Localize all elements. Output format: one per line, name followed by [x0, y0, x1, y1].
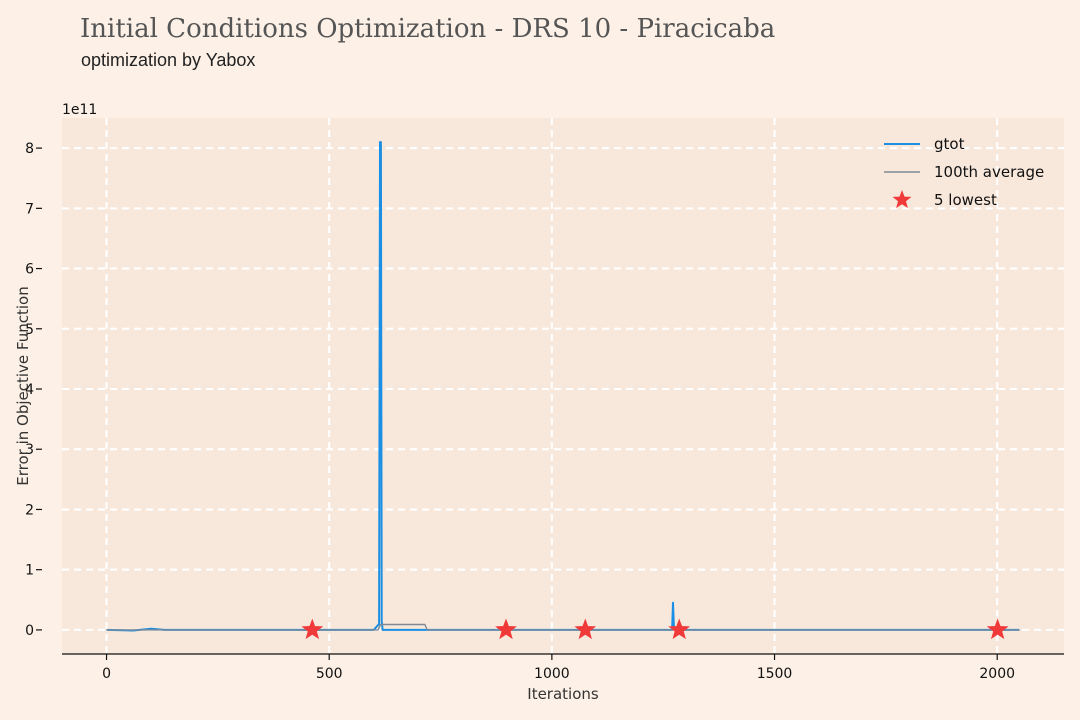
legend: gtot 100th average 5 lowest — [884, 135, 1044, 209]
page-subtitle: optimization by Yabox — [81, 50, 256, 70]
legend-label-2: 5 lowest — [934, 191, 997, 209]
y-axis-label: Error in Objective Function — [14, 286, 32, 485]
series-line-1 — [106, 623, 1020, 631]
x-tick-label: 2000 — [979, 666, 1015, 682]
lowest-point-marker — [574, 618, 597, 640]
x-tick-label: 500 — [316, 666, 343, 682]
lowest-point-marker — [668, 618, 691, 640]
x-tick-label: 0 — [102, 666, 111, 682]
y-tick-label: 3 — [25, 442, 34, 458]
y-tick-label: 4 — [25, 382, 34, 398]
y-tick-label: 1 — [25, 563, 34, 579]
y-axis-scale-label: 1e11 — [62, 102, 97, 118]
lowest-point-marker — [495, 618, 517, 640]
series-layer — [106, 141, 1020, 640]
x-axis-ticks: 0 500 1000 1500 2000 — [102, 654, 1015, 682]
lowest-point-marker — [301, 618, 324, 640]
plot-background — [62, 118, 1064, 654]
y-tick-label: 5 — [25, 322, 34, 338]
y-tick-label: 6 — [25, 262, 34, 278]
legend-label-1: 100th average — [934, 163, 1044, 181]
legend-label-0: gtot — [934, 135, 965, 153]
y-tick-label: 2 — [25, 502, 34, 518]
x-tick-label: 1500 — [757, 666, 793, 682]
x-axis-label: Iterations — [527, 685, 599, 703]
lowest-point-marker — [986, 618, 1009, 640]
x-tick-label: 1000 — [534, 666, 570, 682]
y-tick-label: 7 — [25, 201, 34, 217]
y-tick-label: 0 — [25, 623, 34, 639]
legend-marker-lowest — [892, 190, 912, 209]
page-title: Initial Conditions Optimization - DRS 10… — [80, 14, 776, 44]
y-tick-label: 8 — [25, 141, 34, 157]
y-axis-ticks: 0 1 2 3 4 5 6 7 8 — [25, 141, 42, 639]
